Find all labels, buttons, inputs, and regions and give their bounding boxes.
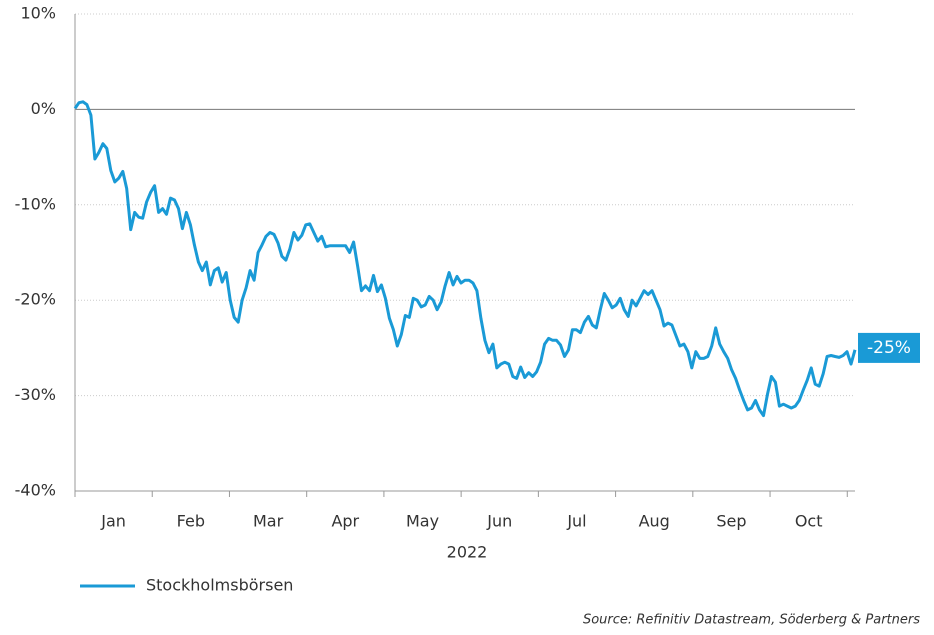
legend-label: Stockholmsbörsen	[146, 576, 293, 595]
x-axis-label: 2022	[447, 543, 488, 562]
end-label: -25%	[867, 338, 911, 358]
source: Source: Refinitiv Datastream, Söderberg …	[583, 613, 920, 628]
x-tick-label: Jun	[486, 512, 512, 531]
x-tick-label: Oct	[795, 512, 823, 531]
y-tick-label: 0%	[31, 99, 56, 118]
y-tick-label: -20%	[15, 290, 56, 309]
end-label-box	[858, 332, 920, 363]
x-tick-label: Apr	[331, 512, 359, 531]
y-tick-label: -40%	[15, 481, 56, 500]
x-tick-label: Jul	[566, 512, 586, 531]
x-tick-label: May	[406, 512, 439, 531]
line	[73, 100, 857, 418]
x-tick-label: Mar	[253, 512, 284, 531]
x-tick-label: Aug	[639, 512, 670, 531]
x-tick-label: Jan	[100, 512, 126, 531]
x-tick-label: Sep	[716, 512, 746, 531]
y-tick-label: 10%	[20, 4, 56, 23]
y-tick-label: -10%	[15, 194, 56, 213]
x-tick-label: Feb	[177, 512, 205, 531]
y-tick-label: -30%	[15, 385, 56, 404]
